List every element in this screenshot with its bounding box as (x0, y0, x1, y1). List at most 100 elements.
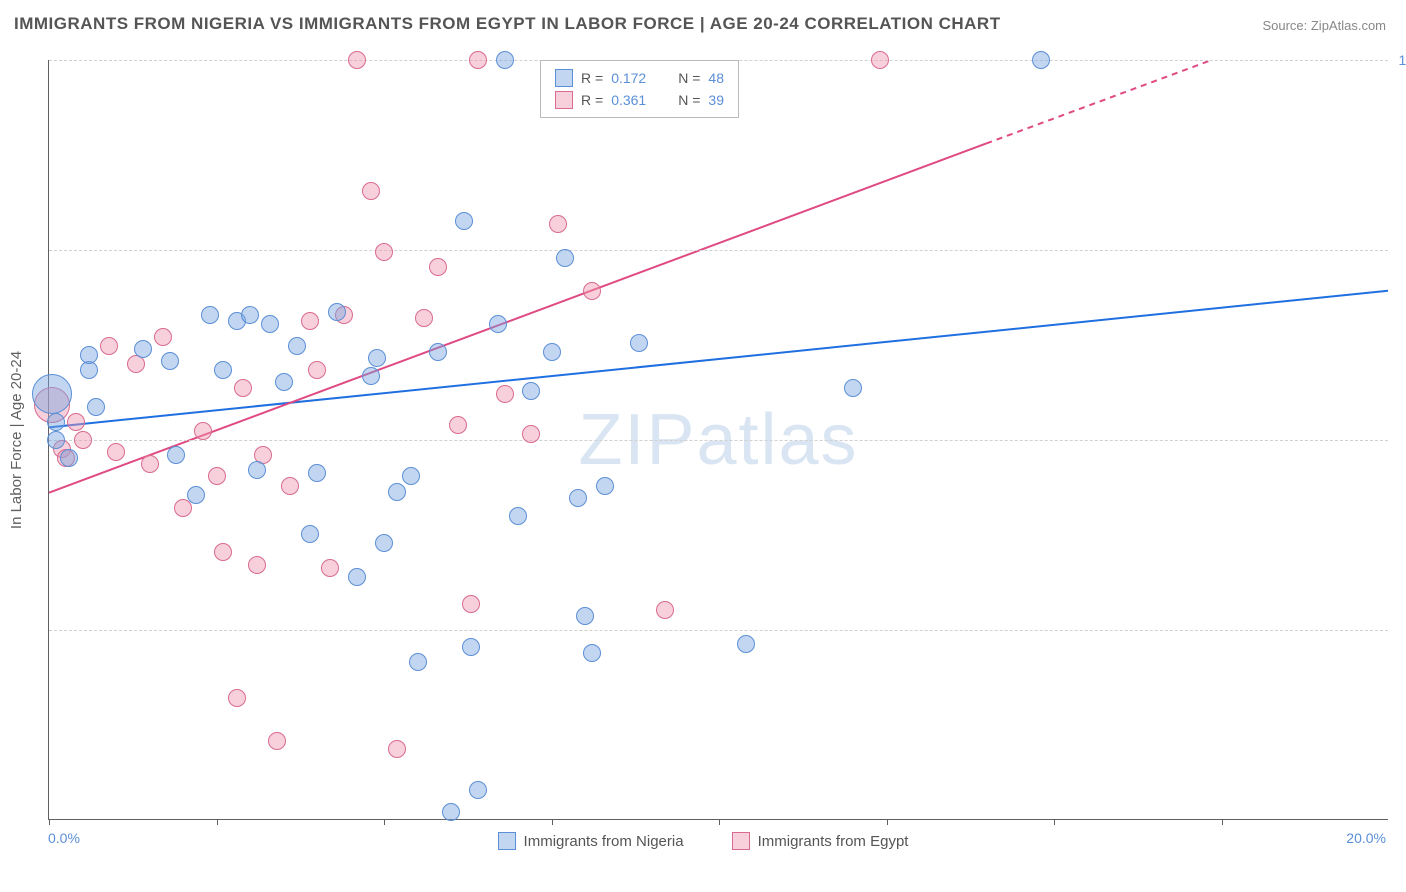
chart-title: IMMIGRANTS FROM NIGERIA VS IMMIGRANTS FR… (14, 14, 1001, 34)
data-point (87, 398, 105, 416)
correlation-legend: R =0.172N =48R =0.361N =39 (540, 60, 739, 118)
data-point (328, 303, 346, 321)
data-point (261, 315, 279, 333)
data-point (348, 51, 366, 69)
legend-n-value: 39 (708, 92, 724, 108)
data-point (275, 373, 293, 391)
legend-n-label: N = (678, 92, 700, 108)
data-point (194, 422, 212, 440)
legend-label: Immigrants from Egypt (758, 833, 909, 850)
legend-swatch (555, 69, 573, 87)
data-point (630, 334, 648, 352)
data-point (187, 486, 205, 504)
data-point (375, 243, 393, 261)
data-point (549, 215, 567, 233)
data-point (375, 534, 393, 552)
data-point (214, 543, 232, 561)
data-point (543, 343, 561, 361)
data-point (174, 499, 192, 517)
data-point (388, 740, 406, 758)
data-point (100, 337, 118, 355)
data-point (844, 379, 862, 397)
x-tick (887, 819, 888, 825)
data-point (214, 361, 232, 379)
data-point (80, 346, 98, 364)
data-point (656, 601, 674, 619)
data-point (489, 315, 507, 333)
data-point (462, 638, 480, 656)
x-tick (49, 819, 50, 825)
data-point (308, 361, 326, 379)
data-point (871, 51, 889, 69)
data-point (583, 282, 601, 300)
data-point (449, 416, 467, 434)
data-point (74, 431, 92, 449)
source-attribution: Source: ZipAtlas.com (1262, 18, 1386, 33)
x-tick (552, 819, 553, 825)
data-point (409, 653, 427, 671)
data-point (248, 556, 266, 574)
data-point (415, 309, 433, 327)
data-point (522, 382, 540, 400)
data-point (308, 464, 326, 482)
legend-n-value: 48 (708, 70, 724, 86)
data-point (134, 340, 152, 358)
data-point (154, 328, 172, 346)
plot-area: ZIPatlas 100.0%87.5%75.0%62.5% (48, 60, 1388, 820)
data-point (248, 461, 266, 479)
data-point (301, 525, 319, 543)
x-tick (719, 819, 720, 825)
data-point (522, 425, 540, 443)
data-point (569, 489, 587, 507)
chart-container: IMMIGRANTS FROM NIGERIA VS IMMIGRANTS FR… (0, 0, 1406, 892)
data-point (301, 312, 319, 330)
trend-line-extension (986, 60, 1211, 143)
x-tick (1222, 819, 1223, 825)
data-point (442, 803, 460, 821)
data-point (67, 413, 85, 431)
data-point (462, 595, 480, 613)
gridline (49, 630, 1388, 631)
data-point (141, 455, 159, 473)
legend-r-label: R = (581, 92, 603, 108)
data-point (509, 507, 527, 525)
data-point (234, 379, 252, 397)
data-point (288, 337, 306, 355)
data-point (241, 306, 259, 324)
legend-row: R =0.172N =48 (555, 67, 724, 89)
data-point (32, 374, 72, 414)
data-point (583, 644, 601, 662)
legend-r-value: 0.361 (611, 92, 646, 108)
data-point (362, 182, 380, 200)
gridline (49, 440, 1388, 441)
y-tick-label: 100.0% (1399, 52, 1406, 68)
x-tick (217, 819, 218, 825)
data-point (1032, 51, 1050, 69)
data-point (201, 306, 219, 324)
data-point (268, 732, 286, 750)
data-point (348, 568, 366, 586)
data-point (208, 467, 226, 485)
data-point (107, 443, 125, 461)
data-point (737, 635, 755, 653)
data-point (368, 349, 386, 367)
data-point (47, 413, 65, 431)
data-point (402, 467, 420, 485)
series-legend: Immigrants from NigeriaImmigrants from E… (0, 832, 1406, 854)
data-point (167, 446, 185, 464)
data-point (281, 477, 299, 495)
data-point (321, 559, 339, 577)
legend-n-label: N = (678, 70, 700, 86)
data-point (429, 258, 447, 276)
data-point (469, 51, 487, 69)
y-axis-title: In Labor Force | Age 20-24 (8, 351, 25, 529)
x-tick (384, 819, 385, 825)
legend-swatch (732, 832, 750, 850)
data-point (455, 212, 473, 230)
data-point (388, 483, 406, 501)
legend-item: Immigrants from Egypt (732, 832, 909, 850)
legend-swatch (555, 91, 573, 109)
data-point (60, 449, 78, 467)
legend-row: R = 0.361 N = 39 (555, 89, 724, 111)
x-tick (1054, 819, 1055, 825)
